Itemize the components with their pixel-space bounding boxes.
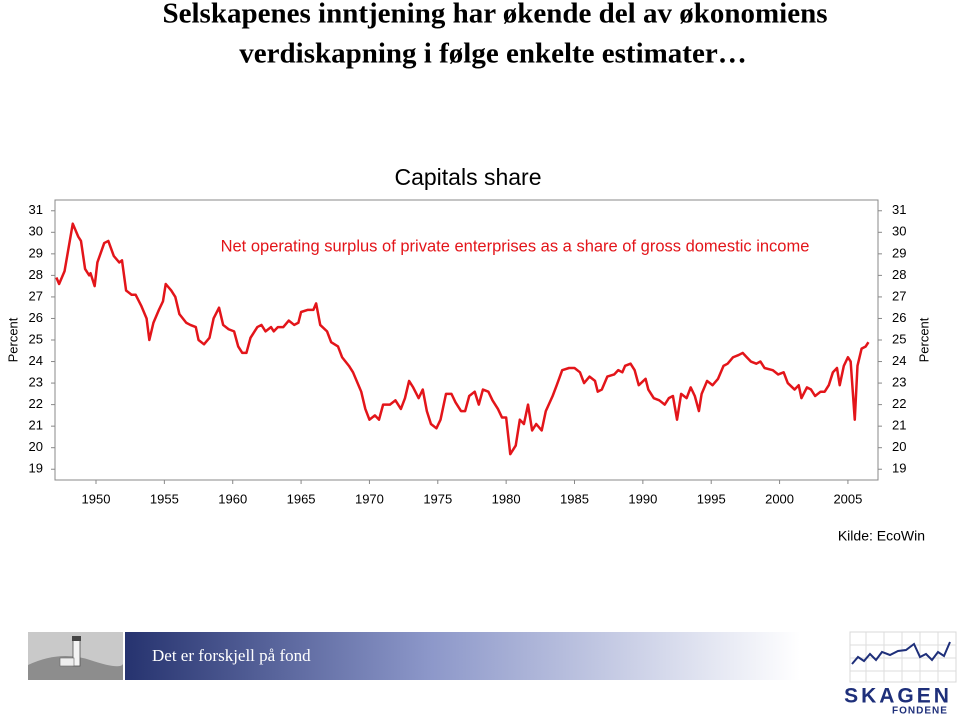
series-line — [55, 222, 870, 456]
y-tick-label: 30 — [29, 224, 43, 239]
annotation: Net operating surplus of private enterpr… — [221, 237, 810, 255]
y-tick-label: 27 — [29, 288, 43, 303]
x-tick-label: 1990 — [628, 491, 657, 506]
chart-background — [0, 150, 960, 550]
slogan: Det er forskjell på fond — [152, 646, 311, 665]
y2-tick-label: 22 — [892, 396, 906, 411]
y-tick-label: 21 — [29, 418, 43, 433]
y2-tick-label: 30 — [892, 224, 906, 239]
y2-tick-label: 25 — [892, 331, 906, 346]
logo-sub: FONDENE — [892, 706, 948, 717]
slide-title: verdiskapning i følge enkelte estimater… — [239, 38, 746, 70]
chart-title: Capitals share — [394, 164, 541, 190]
y-tick-label: 28 — [29, 267, 43, 282]
x-tick-label: 2000 — [765, 491, 794, 506]
y2-tick-label: 23 — [892, 375, 906, 390]
y2-tick-label: 28 — [892, 267, 906, 282]
x-tick-label: 1965 — [287, 491, 316, 506]
x-tick-label: 1955 — [150, 491, 179, 506]
y-tick-label: 26 — [29, 310, 43, 325]
y-tick-label: 31 — [29, 202, 43, 217]
slide-title: Selskapenes inntjening har økende del av… — [163, 0, 828, 30]
house — [59, 657, 75, 667]
y-tick-label: 24 — [29, 353, 43, 368]
y-tick-label: 19 — [29, 461, 43, 476]
logo: SKAGEN — [844, 685, 952, 708]
x-tick-label: 1960 — [218, 491, 247, 506]
x-tick-label: 1985 — [560, 491, 589, 506]
y-tick-label: 22 — [29, 396, 43, 411]
banner — [125, 632, 800, 680]
plot: 19 19 20 20 21 21 22 22 23 23 24 24 25 25 26 26 27 27 28 28… — [29, 202, 907, 506]
y-tick-label: 20 — [29, 439, 43, 454]
y2-tick-label: 19 — [892, 461, 906, 476]
y-tick-label: 29 — [29, 245, 43, 260]
x-tick-label: 2005 — [833, 491, 862, 506]
x-tick-label: 1950 — [82, 491, 111, 506]
y2-tick-label: 29 — [892, 245, 906, 260]
lighthouse-top — [72, 636, 81, 641]
x-tick-label: 1980 — [492, 491, 521, 506]
logo-chart — [849, 631, 957, 683]
y-tick-label: 25 — [29, 331, 43, 346]
rocks — [28, 656, 123, 680]
y2-tick-label: 26 — [892, 310, 906, 325]
y2-tick-label: 21 — [892, 418, 906, 433]
y2-tick-label: 31 — [892, 202, 906, 217]
source: Kilde: EcoWin — [838, 528, 925, 544]
y2-tick-label: 20 — [892, 439, 906, 454]
x-tick-label: 1995 — [697, 491, 726, 506]
y2-tick-label: 27 — [892, 288, 906, 303]
x-tick-label: 1975 — [423, 491, 452, 506]
y-axis-label: Percent — [916, 317, 931, 362]
y-axis-label: Percent — [5, 317, 20, 362]
y2-tick-label: 24 — [892, 353, 906, 368]
y-tick-label: 23 — [29, 375, 43, 390]
x-tick-label: 1970 — [355, 491, 384, 506]
